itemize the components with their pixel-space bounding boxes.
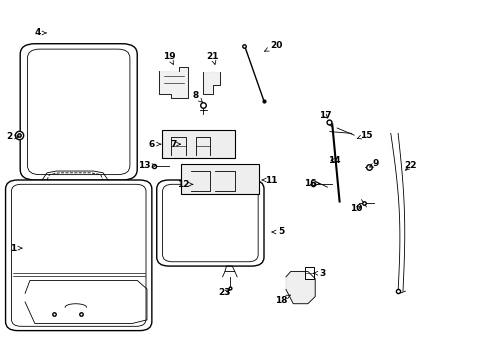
FancyBboxPatch shape [11, 184, 146, 326]
Polygon shape [285, 271, 315, 304]
Text: 4: 4 [34, 28, 46, 37]
Text: 18: 18 [274, 295, 290, 305]
Polygon shape [159, 67, 188, 98]
Text: 19: 19 [163, 52, 175, 64]
Text: 21: 21 [206, 52, 219, 64]
FancyBboxPatch shape [27, 49, 130, 175]
Text: 23: 23 [218, 288, 231, 297]
Text: 15: 15 [356, 131, 372, 140]
Text: 17: 17 [318, 111, 330, 120]
Bar [305, 267, 314, 279]
Text: 3: 3 [313, 269, 325, 278]
Bar [181, 164, 259, 194]
Text: 13: 13 [138, 161, 156, 170]
Text: 10: 10 [350, 204, 362, 213]
Text: 11: 11 [262, 176, 277, 185]
Text: 9: 9 [369, 159, 379, 168]
Text: 12: 12 [177, 180, 192, 189]
Polygon shape [203, 72, 220, 94]
Text: 20: 20 [264, 41, 282, 51]
Text: 2: 2 [6, 132, 19, 141]
Text: 6: 6 [148, 140, 161, 149]
Text: 7: 7 [170, 140, 180, 149]
FancyBboxPatch shape [162, 184, 258, 262]
FancyBboxPatch shape [157, 180, 264, 266]
Text: 14: 14 [328, 156, 340, 165]
Text: 8: 8 [192, 91, 202, 102]
FancyBboxPatch shape [5, 180, 152, 330]
FancyBboxPatch shape [20, 44, 137, 180]
Text: 1: 1 [10, 244, 22, 253]
Text: 16: 16 [304, 179, 319, 188]
Text: 22: 22 [403, 161, 416, 170]
Text: 5: 5 [271, 228, 284, 237]
Bar [161, 130, 234, 158]
